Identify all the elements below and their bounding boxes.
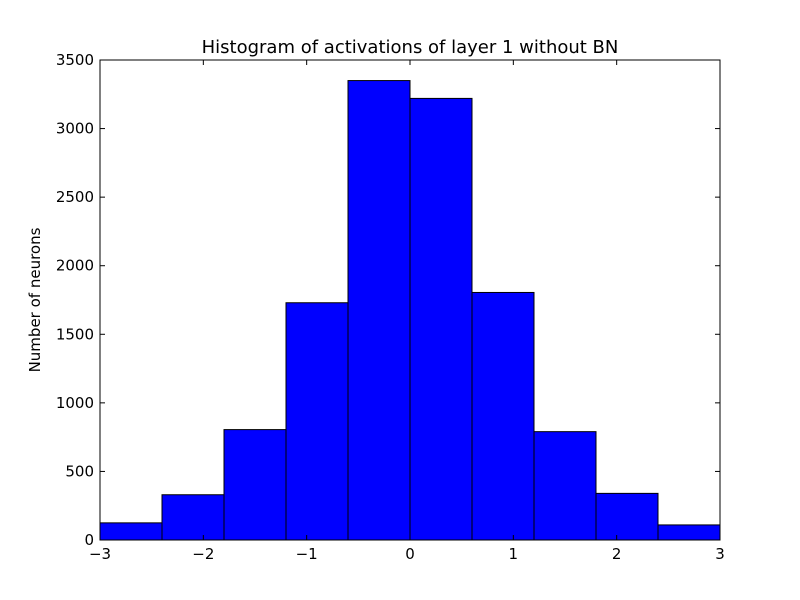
histogram-bar-7 [533,431,597,541]
histogram-bar-8 [595,492,659,541]
histogram-bar-9 [657,524,721,541]
x-tick-label: 3 [715,545,725,563]
y-tick-label: 0 [84,531,94,549]
y-tick-label: 2000 [56,257,94,275]
chart-title: Histogram of activations of layer 1 with… [202,37,619,58]
histogram-bar-3 [285,302,349,541]
y-tick-label: 2500 [56,188,94,206]
x-tick-label: 1 [509,545,519,563]
x-tick-label: −1 [296,545,318,563]
y-tick-label: 1500 [56,325,94,343]
x-tick-label: −3 [89,545,111,563]
histogram-bar-1 [161,494,225,541]
x-tick-label: 0 [405,545,415,563]
histogram-bar-6 [471,291,535,541]
histogram-bars [99,80,721,541]
plot-frame [99,59,721,541]
histogram-bar-0 [99,522,163,541]
x-tick-label: 2 [612,545,622,563]
y-axis-label: Number of neurons [26,227,44,372]
histogram-bar-4 [347,80,411,541]
y-tick-label: 3500 [56,51,94,69]
axis-tick-labels: −3 −2 −1 0 1 2 3 0 500 1000 1500 2000 2500 3000 3500 [56,51,725,563]
y-tick-label: 1000 [56,394,94,412]
x-tick-label: −2 [192,545,214,563]
y-tick-label: 500 [65,462,94,480]
histogram-bar-5 [409,97,473,541]
y-tick-label: 3000 [56,120,94,138]
histogram-bar-2 [223,429,287,541]
